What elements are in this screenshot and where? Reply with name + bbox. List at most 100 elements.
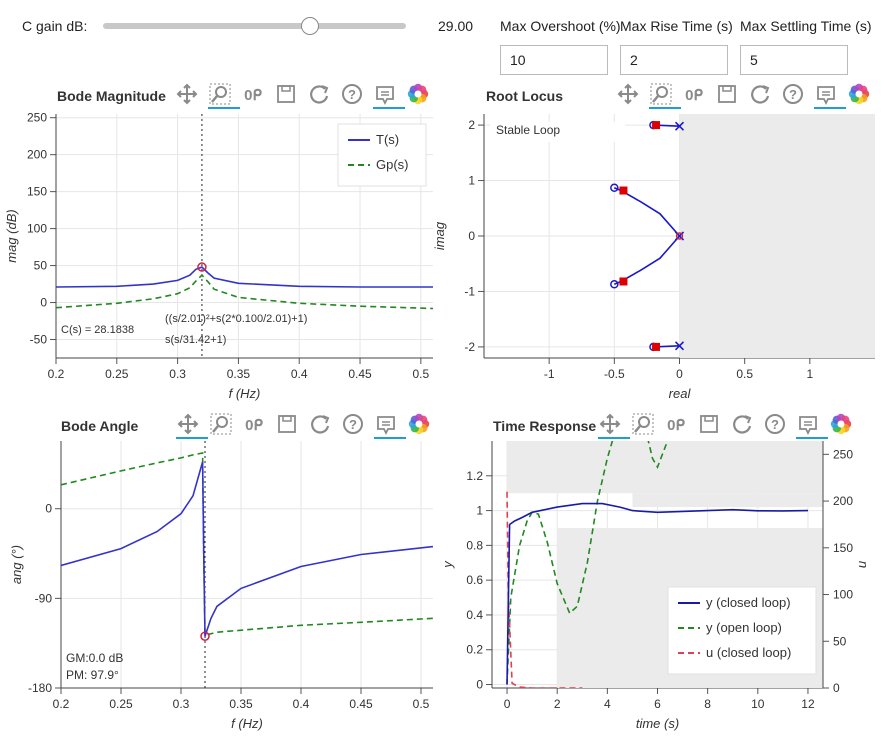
- reset-arrow-shape: [321, 85, 329, 94]
- bode-angle-x-tick-label: 0.35: [229, 697, 253, 711]
- time-response-toolbar-help-icon[interactable]: ?: [765, 414, 785, 434]
- root-locus-x-tick-label: 1: [806, 367, 813, 381]
- root-locus-toolbar-save-icon[interactable]: [718, 85, 736, 103]
- root-locus-y-tick-label: 2: [468, 118, 475, 132]
- save-slot-shape: [704, 415, 714, 422]
- help-glyph: ?: [771, 417, 779, 432]
- bode-mag-toolbar-save-icon[interactable]: [277, 85, 295, 103]
- open-loop-response-tail: [647, 441, 669, 469]
- pan-icon-shape: [617, 83, 639, 105]
- bode-mag-toolbar-hover-icon[interactable]: [373, 86, 405, 109]
- bode-angle-gp-line: [61, 452, 433, 637]
- gain-slider-handle[interactable]: [301, 17, 320, 35]
- time-response-legend-label: y (open loop): [706, 620, 782, 635]
- bode-angle-marker: [200, 631, 210, 641]
- closed-loop-pole: [652, 121, 661, 130]
- stability-label: Stable Loop: [496, 123, 560, 137]
- help-glyph: ?: [349, 417, 357, 432]
- bode-mag-toolbar-zoom-icon[interactable]: [208, 83, 240, 109]
- zoom-box-shape: [209, 83, 231, 105]
- time-response-x-tick-label: 2: [554, 697, 561, 711]
- time-response-y-tick-label: 0.2: [466, 643, 483, 657]
- bode-mag-x-tick-label: 0.25: [105, 367, 129, 381]
- bode-mag-y-tick-label: 150: [27, 185, 47, 199]
- bode-angle-toolbar-wheel-zoom-icon[interactable]: 0ᑭ: [245, 417, 263, 434]
- help-glyph: ?: [789, 87, 797, 102]
- root-locus-y-tick-label: -1: [464, 284, 475, 298]
- controller-gain-text: C(s) = 28.1838: [61, 324, 134, 336]
- rise-time-label: Max Rise Time (s): [620, 18, 733, 34]
- bode-mag-toolbar-help-icon[interactable]: ?: [342, 84, 362, 104]
- wheel-zoom-glyph: 0ᑭ: [245, 417, 263, 434]
- root-locus-y-tick-label: -2: [464, 340, 475, 354]
- open-loop-pole: [674, 121, 685, 131]
- bode-mag-x-tick-label: 0.2: [48, 367, 65, 381]
- time-response-toolbar-bokeh-logo-icon[interactable]: [830, 413, 852, 435]
- save-body-shape: [277, 85, 295, 103]
- reset-arc-shape: [310, 85, 329, 104]
- wheel-zoom-glyph: 0ᑭ: [667, 417, 685, 434]
- gain-slider[interactable]: [103, 23, 406, 29]
- bode-mag-t-line: [56, 266, 433, 288]
- help-glyph: ?: [348, 87, 356, 102]
- time-response-toolbar-pan-icon[interactable]: [598, 413, 630, 439]
- bode-angle-toolbar-zoom-icon[interactable]: [210, 413, 232, 435]
- open-loop-zero: [610, 183, 619, 193]
- bode-mag-toolbar-wheel-zoom-icon[interactable]: 0ᑭ: [244, 87, 262, 104]
- bode-angle-x-tick-label: 0.3: [173, 697, 190, 711]
- bode-angle-y-tick-label: -180: [28, 681, 52, 695]
- help-circle-shape: [765, 414, 785, 434]
- gain-value: 29.00: [438, 18, 474, 34]
- save-body-shape: [278, 415, 296, 433]
- time-response-legend-label: y (closed loop): [706, 595, 791, 610]
- bode-angle-toolbar-help-icon[interactable]: ?: [343, 414, 363, 434]
- bode-mag-toolbar-pan-icon[interactable]: [176, 83, 198, 105]
- time-response-y-tick-label: 1.2: [466, 469, 483, 483]
- zoom-handle-shape: [652, 95, 659, 103]
- time-response-y2-tick-label: 100: [833, 588, 853, 602]
- root-locus-toolbar-bokeh-logo-icon[interactable]: [848, 83, 870, 105]
- wheel-zoom-glyph: 0ᑭ: [685, 87, 703, 104]
- bode-angle-toolbar-save-icon[interactable]: [278, 415, 296, 433]
- time-response-toolbar-reset-icon[interactable]: [733, 415, 752, 434]
- root-locus-toolbar-help-icon[interactable]: ?: [783, 84, 803, 104]
- time-response-x-tick-label: 12: [801, 697, 815, 711]
- bode-angle-toolbar-bokeh-logo-icon[interactable]: [408, 413, 430, 435]
- root-locus-toolbar-wheel-zoom-icon[interactable]: 0ᑭ: [685, 87, 703, 104]
- zoom-lens-shape: [656, 86, 668, 98]
- root-locus-y-tick-label: 0: [468, 229, 475, 243]
- root-locus-y-tick-label: 1: [468, 174, 475, 188]
- time-response-x-tick-label: 10: [751, 697, 765, 711]
- zoom-handle-shape: [211, 95, 218, 103]
- settling-time-input[interactable]: 5: [740, 45, 848, 75]
- overshoot-input[interactable]: 10: [500, 45, 608, 75]
- root-locus-toolbar-reset-icon[interactable]: [751, 85, 770, 104]
- time-response-toolbar-hover-icon[interactable]: [796, 416, 828, 439]
- time-response-toolbar-save-icon[interactable]: [700, 415, 718, 433]
- time-response-toolbar-zoom-icon[interactable]: [632, 413, 654, 435]
- time-response-y2-tick-label: 50: [833, 634, 847, 648]
- bode-angle-x-label: f (Hz): [231, 716, 263, 731]
- bode-mag-x-tick-label: 0.45: [348, 367, 372, 381]
- root-locus-toolbar-zoom-icon[interactable]: [649, 83, 681, 109]
- locus-branch-lower: [613, 235, 681, 285]
- bode-angle-toolbar-pan-icon[interactable]: [176, 413, 208, 439]
- zoom-handle-shape: [634, 425, 641, 433]
- root-locus-toolbar-pan-icon[interactable]: [617, 83, 639, 105]
- root-locus-y-label: imag: [432, 221, 447, 250]
- time-response-toolbar-wheel-zoom-icon[interactable]: 0ᑭ: [667, 417, 685, 434]
- bode-angle-toolbar-reset-icon[interactable]: [311, 415, 330, 434]
- bode-magnitude-title: Bode Magnitude: [57, 88, 166, 104]
- rise-time-input[interactable]: 2: [620, 45, 728, 75]
- root-locus-toolbar-hover-icon[interactable]: [814, 86, 846, 109]
- bode-angle-toolbar-hover-icon[interactable]: [374, 416, 406, 439]
- unstable-region: [679, 114, 875, 358]
- zoom-box-shape: [650, 83, 672, 105]
- bode-angle-y-label: ang (°): [9, 545, 24, 584]
- wheel-zoom-glyph: 0ᑭ: [244, 87, 262, 104]
- time-response-y-tick-label: 0.8: [466, 538, 483, 552]
- root-locus-x-tick-label: 0: [676, 367, 683, 381]
- bode-mag-toolbar-reset-icon[interactable]: [310, 85, 329, 104]
- bode-mag-toolbar-bokeh-logo-icon[interactable]: [407, 83, 429, 105]
- time-response-y2-tick-label: 250: [833, 447, 853, 461]
